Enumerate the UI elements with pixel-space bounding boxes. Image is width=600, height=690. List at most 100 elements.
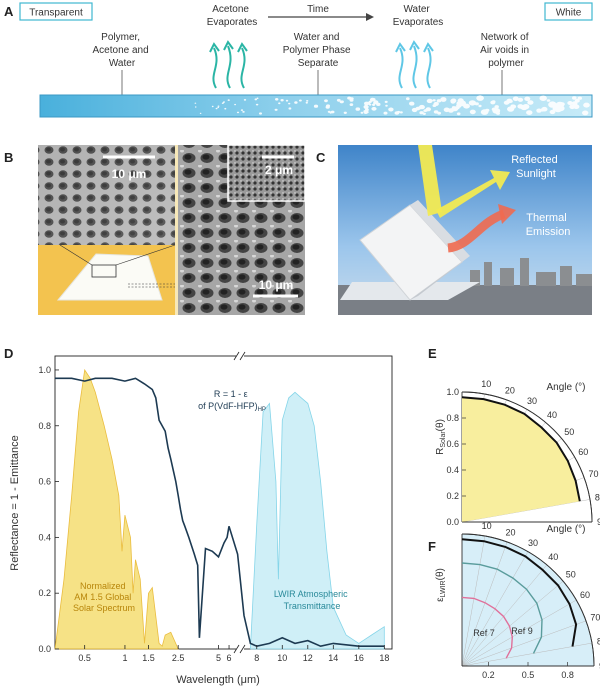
- air-void: [280, 99, 284, 102]
- y-tick-label: 0.0: [38, 644, 51, 654]
- air-void: [468, 100, 477, 106]
- air-void: [217, 105, 220, 107]
- angle-tick-label: 10: [482, 521, 492, 531]
- r-tick-label: 0.5: [522, 670, 535, 680]
- air-void: [384, 100, 388, 103]
- air-void: [194, 106, 197, 108]
- angle-tick-label: 50: [564, 427, 574, 437]
- air-void: [294, 101, 298, 104]
- panel-c-label: C: [316, 150, 326, 165]
- x-tick-label: 1: [122, 653, 127, 663]
- air-void: [224, 107, 227, 110]
- polar-spoke: [461, 599, 577, 667]
- air-void: [221, 102, 224, 105]
- air-void: [355, 107, 361, 111]
- panel-f-chart: 10 20 30 40 50 60 70 80 90 0.2 0.5 0.8: [461, 521, 600, 680]
- axis-break-mask: [236, 352, 244, 360]
- air-void: [275, 98, 279, 101]
- angle-tick-label: 40: [548, 552, 558, 562]
- time-text: Time: [307, 4, 329, 15]
- lwir-label: LWIR Atmospheric Transmittance: [274, 589, 350, 611]
- air-void: [363, 104, 369, 109]
- air-void: [568, 101, 573, 105]
- air-void: [510, 104, 515, 108]
- x-tick-label: 12: [303, 653, 313, 663]
- air-void: [388, 107, 394, 112]
- panel-f-label: F: [428, 539, 436, 554]
- air-void: [437, 111, 441, 115]
- svg-text:White: White: [556, 8, 582, 19]
- svg-text:10 μm: 10 μm: [259, 278, 294, 292]
- r-tick-label: 0.2: [446, 491, 459, 501]
- x-tick-label: 18: [379, 653, 389, 663]
- air-void: [526, 110, 533, 115]
- angle-tick-label: 30: [527, 396, 537, 406]
- white-box: White: [544, 2, 593, 21]
- air-void: [363, 111, 368, 114]
- panel-b-label: B: [4, 150, 13, 165]
- reflected-text: Reflected Sunlight: [511, 154, 561, 180]
- air-void: [582, 110, 589, 116]
- air-void: [324, 99, 328, 103]
- axis-break-mark: [233, 351, 240, 361]
- angle-tick-label: 20: [505, 385, 515, 395]
- panel-e-angle-label: Angle (°): [546, 382, 585, 393]
- r-solar-curve: [461, 396, 581, 502]
- air-void: [194, 102, 197, 104]
- air-void: [240, 109, 244, 111]
- air-void: [256, 97, 259, 100]
- air-void: [496, 111, 500, 115]
- air-void: [494, 105, 499, 109]
- angle-tick-label: 40: [547, 410, 557, 420]
- angle-tick-label: 10: [481, 379, 491, 389]
- air-void: [458, 101, 466, 107]
- curve-label: R = 1 - ε of P(VdF-HFP)HP: [198, 389, 266, 413]
- air-void: [383, 111, 388, 115]
- polar-spoke: [461, 642, 593, 667]
- air-void: [330, 110, 335, 114]
- ref9-label: Ref 9: [511, 626, 533, 636]
- ref7-label: Ref 7: [473, 628, 495, 638]
- air-void: [385, 104, 388, 107]
- air-void: [326, 104, 330, 108]
- air-void: [423, 109, 427, 112]
- air-void: [469, 109, 476, 115]
- r-tick-label: 0.2: [482, 670, 495, 680]
- epsilon-curve: [461, 538, 578, 647]
- x-tick-label: 14: [328, 653, 338, 663]
- air-void: [336, 98, 341, 102]
- air-void: [371, 106, 377, 111]
- polar-spoke: [461, 564, 548, 667]
- air-void: [574, 98, 580, 103]
- air-void: [583, 102, 590, 108]
- polar-background: [462, 534, 594, 666]
- air-void: [426, 98, 433, 104]
- y-tick-label: 0.8: [38, 421, 51, 431]
- air-void: [527, 100, 534, 105]
- panel-a-label: A: [4, 4, 14, 19]
- air-void: [480, 109, 489, 115]
- film-photo: [38, 244, 176, 315]
- air-void: [491, 107, 497, 112]
- rooftop-photo: Reflected Sunlight Thermal Emission: [338, 145, 592, 315]
- air-void: [372, 103, 376, 107]
- air-void: [313, 104, 319, 108]
- angle-tick-label: 70: [590, 612, 600, 622]
- ref9-curve: [461, 562, 543, 654]
- air-void: [409, 101, 415, 106]
- angle-tick-label: 90: [599, 661, 600, 671]
- air-void: [373, 100, 379, 104]
- x-tick-label: 6: [227, 653, 232, 663]
- angle-tick-label: 90: [597, 517, 600, 527]
- angle-tick-label: 30: [528, 538, 538, 548]
- x-tick-label: 5: [216, 653, 221, 663]
- acetone-arrows-icon: [209, 40, 248, 89]
- y-tick-label: 0.4: [38, 532, 51, 542]
- thermal-text: Thermal Emission: [526, 212, 571, 238]
- air-void: [339, 100, 343, 104]
- air-void: [242, 111, 245, 113]
- air-void: [234, 103, 237, 106]
- air-void: [419, 111, 424, 115]
- svg-text:Transparent: Transparent: [29, 8, 83, 19]
- air-void: [360, 111, 364, 114]
